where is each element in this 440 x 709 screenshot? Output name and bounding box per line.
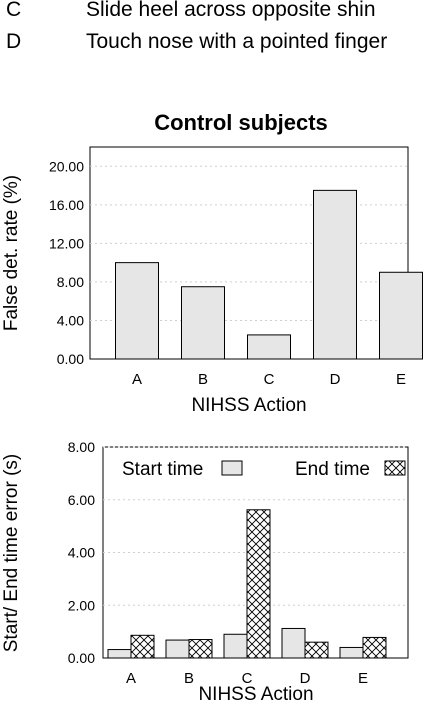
- x-tick-labels: A B C D E: [132, 371, 406, 388]
- chart-title: Control subjects: [154, 110, 328, 135]
- legend-swatch-end-time: [384, 460, 406, 476]
- bar-a: [115, 262, 159, 360]
- y-tick-label: 16.00: [49, 197, 84, 213]
- x-tick-label: D: [330, 371, 341, 388]
- bar-c-start: [223, 633, 248, 659]
- y-tick-label: 12.00: [49, 235, 84, 251]
- x-tick-label: B: [198, 371, 208, 388]
- legend-swatch-start-time: [221, 460, 243, 476]
- x-tick-label: D: [300, 670, 311, 687]
- x-tick-label: C: [242, 670, 253, 687]
- bar-b-start: [165, 639, 190, 659]
- x-tick-label: E: [396, 371, 406, 388]
- legend-label-end-time: End time: [295, 459, 370, 480]
- bar-c-end: [246, 509, 271, 659]
- y-tick-labels: 0.00 2.00 4.00 6.00 8.00: [68, 439, 95, 666]
- bar-a-end: [130, 634, 155, 659]
- x-axis-label: NIHSS Action: [191, 395, 306, 416]
- action-letter: D: [6, 30, 22, 53]
- y-tick-label: 8.00: [57, 274, 84, 290]
- chart-false-detection: Control subjects 0.00 4.00 8.00 12.00 16.00 2…: [1, 110, 423, 416]
- bar-d: [313, 189, 357, 360]
- x-axis-label: NIHSS Action: [198, 684, 313, 705]
- action-description: Slide heel across opposite shin: [86, 0, 376, 21]
- y-axis-label: Start/ End time error (s): [1, 454, 22, 653]
- y-tick-label: 4.00: [68, 545, 95, 561]
- grid-lines: [103, 446, 408, 606]
- action-letter: C: [6, 0, 22, 21]
- y-tick-label: 8.00: [68, 439, 95, 455]
- y-tick-label: 0.00: [68, 650, 95, 666]
- x-tick-label: B: [184, 670, 194, 687]
- bar-d-start: [281, 627, 306, 659]
- x-tick-label: C: [264, 371, 275, 388]
- y-axis-label: False det. rate (%): [1, 175, 22, 331]
- bars: [115, 189, 423, 360]
- action-description: Touch nose with a pointed finger: [86, 30, 388, 53]
- legend: Start time End time: [122, 459, 406, 480]
- y-tick-label: 6.00: [68, 492, 95, 508]
- bars: [107, 509, 387, 659]
- bar-e: [379, 271, 423, 360]
- bar-e-start: [339, 646, 364, 659]
- bar-b-end: [188, 639, 213, 659]
- x-tick-label: A: [132, 371, 142, 388]
- bar-e-end: [362, 636, 387, 659]
- x-tick-labels: A B C D E: [126, 670, 368, 687]
- y-tick-label: 4.00: [57, 312, 84, 328]
- bar-a-start: [107, 649, 132, 659]
- y-tick-label: 0.00: [57, 351, 84, 367]
- bar-b: [181, 286, 225, 360]
- x-tick-label: A: [126, 670, 136, 687]
- x-tick-label: E: [358, 670, 368, 687]
- legend-label-start-time: Start time: [122, 459, 203, 480]
- bar-c: [247, 334, 291, 360]
- y-tick-labels: 0.00 4.00 8.00 12.00 16.00 20.00: [49, 158, 84, 367]
- chart-time-error: 0.00 2.00 4.00 6.00 8.00 A B C D E Start time En…: [1, 439, 409, 705]
- y-tick-label: 20.00: [49, 158, 84, 174]
- y-tick-label: 2.00: [68, 597, 95, 613]
- bar-d-end: [304, 641, 329, 659]
